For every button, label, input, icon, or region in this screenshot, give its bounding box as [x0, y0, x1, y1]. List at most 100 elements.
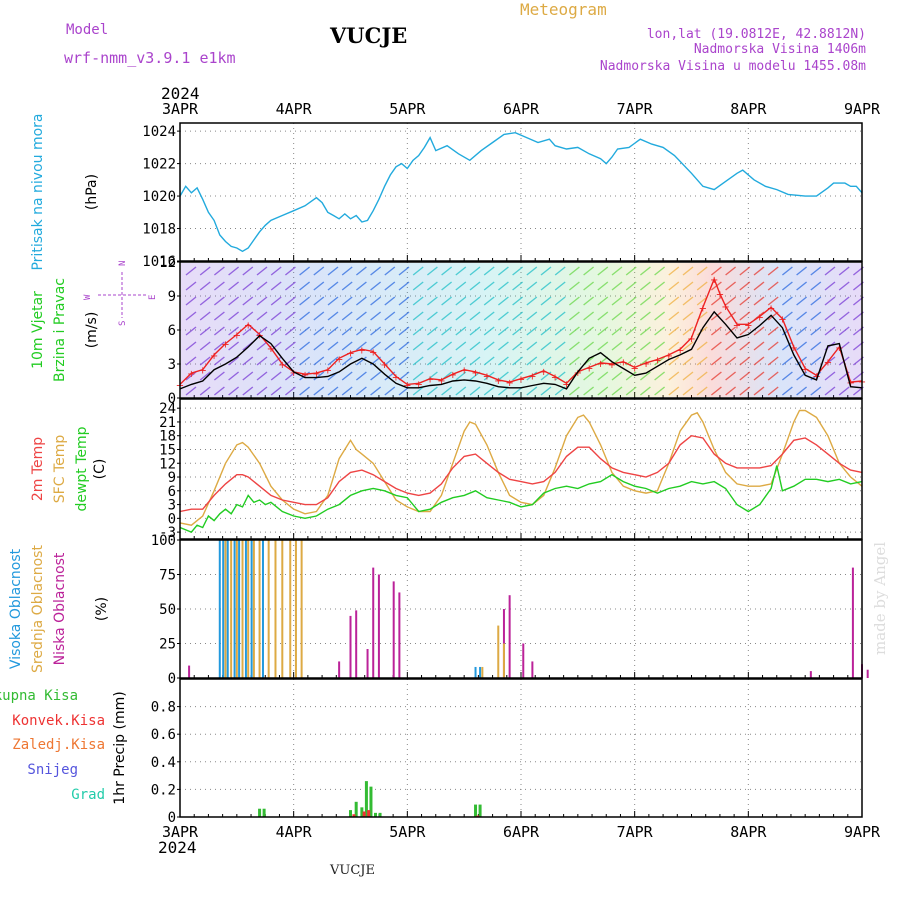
gust-marker: + [585, 363, 593, 374]
wind-barb [270, 326, 282, 336]
bar-precip_total [360, 807, 364, 817]
wind-barb [370, 341, 382, 351]
gust-marker: + [233, 331, 241, 342]
wind-barb [625, 281, 637, 291]
y-tick-label: 15 [159, 442, 176, 458]
wind-barb [526, 296, 538, 306]
wind-barb [554, 326, 566, 336]
wind-barb [824, 266, 836, 276]
wind-barb [270, 311, 282, 321]
gust-marker: + [528, 371, 536, 382]
x-tick-label-bottom: 5APR [389, 823, 426, 841]
wind-barb [412, 296, 424, 306]
bar-cloud_low [188, 665, 191, 678]
gust-marker: + [756, 312, 764, 323]
wind-barb [398, 266, 410, 276]
wind-barb [299, 281, 311, 291]
wind-barb [781, 311, 793, 321]
wind-compass: N S W E [83, 261, 158, 326]
bar-cloud_mid [289, 540, 292, 678]
wind-barb [412, 311, 424, 321]
wind-barb [597, 371, 609, 381]
legend-entry: Konvek.Kisa [12, 713, 105, 729]
bar-cloud_low [377, 574, 380, 678]
wind-barb [299, 326, 311, 336]
wind-barb [597, 296, 609, 306]
wind-barb [199, 266, 211, 276]
wind-barb [412, 371, 424, 381]
wind-barb [781, 371, 793, 381]
wind-barb [824, 371, 836, 381]
wind-barb [597, 341, 609, 351]
wind-barb [639, 341, 651, 351]
wind-barb [469, 311, 481, 321]
wind-barb [213, 281, 225, 291]
gust-marker: + [733, 320, 741, 331]
wind-barb [412, 386, 424, 396]
wind-barb [824, 311, 836, 321]
bar-precip_total [349, 810, 352, 817]
bar-cloud_low [398, 592, 401, 678]
wind-barb [185, 341, 197, 351]
wind-barb [568, 281, 580, 291]
x-tick-label-top: 4APR [276, 100, 313, 118]
wind-barb [341, 266, 353, 276]
wind-barb [725, 311, 737, 321]
wind-barb [327, 296, 339, 306]
wind-barb [725, 371, 737, 381]
wind-barb [583, 311, 595, 321]
y-axis-label-pressure: (hPa) [84, 174, 100, 210]
wind-barb [682, 296, 694, 306]
wind-barb [497, 326, 509, 336]
y-tick-label: 1022 [142, 157, 176, 173]
series-line-sfc_temp [179, 409, 863, 526]
gust-marker: + [721, 302, 729, 313]
coords-text: lon,lat (19.0812E, 42.8812N) [647, 27, 866, 42]
x-tick-label-bottom: 8APR [730, 823, 767, 841]
wind-barb [313, 356, 325, 366]
x-tick-label-top: 7APR [617, 100, 654, 118]
y-tick-label: 0.4 [151, 755, 176, 771]
x-tick-label-bottom: 4APR [276, 823, 313, 841]
bar-precip_total [474, 804, 478, 817]
gust-marker: + [437, 376, 445, 387]
panel-cloud: 0 25 50 75 100 [151, 533, 869, 687]
wind-barb [455, 356, 467, 366]
bar-cloud_low [522, 643, 525, 678]
bar-cloud_low [366, 649, 369, 678]
bar-cloud_mid [300, 540, 303, 678]
gust-marker: + [415, 379, 423, 390]
wind-barb [185, 311, 197, 321]
wind-barb [654, 266, 666, 276]
wind-barb [469, 296, 481, 306]
wind-barb [256, 356, 268, 366]
wind-barb [185, 356, 197, 366]
gust-marker: + [392, 372, 400, 383]
wind-barb [270, 356, 282, 366]
wind-barb [469, 341, 481, 351]
wind-barb [199, 296, 211, 306]
bar-cloud_mid [258, 540, 261, 678]
gust-marker: + [358, 345, 366, 356]
bar-cloud_low [372, 567, 375, 678]
year-bottom: 2024 [158, 838, 197, 857]
gust-marker: + [687, 334, 695, 345]
wind-barb [370, 386, 382, 396]
wind-barb [796, 311, 808, 321]
wind-barb [526, 311, 538, 321]
wind-barb [455, 386, 467, 396]
wind-barb [710, 341, 722, 351]
wind-barb [341, 356, 353, 366]
wind-barb [611, 266, 623, 276]
bar-cloud_low [809, 671, 812, 678]
wind-barb [753, 341, 765, 351]
bar-precip_conv [362, 811, 366, 817]
gust-marker: + [324, 366, 332, 377]
gust-marker: + [312, 369, 320, 380]
wind-barb [284, 341, 296, 351]
wind-barb [256, 386, 268, 396]
gust-marker: + [199, 366, 207, 377]
wind-barb [228, 371, 240, 381]
bar-precip_total [364, 781, 368, 817]
wind-barb [256, 341, 268, 351]
